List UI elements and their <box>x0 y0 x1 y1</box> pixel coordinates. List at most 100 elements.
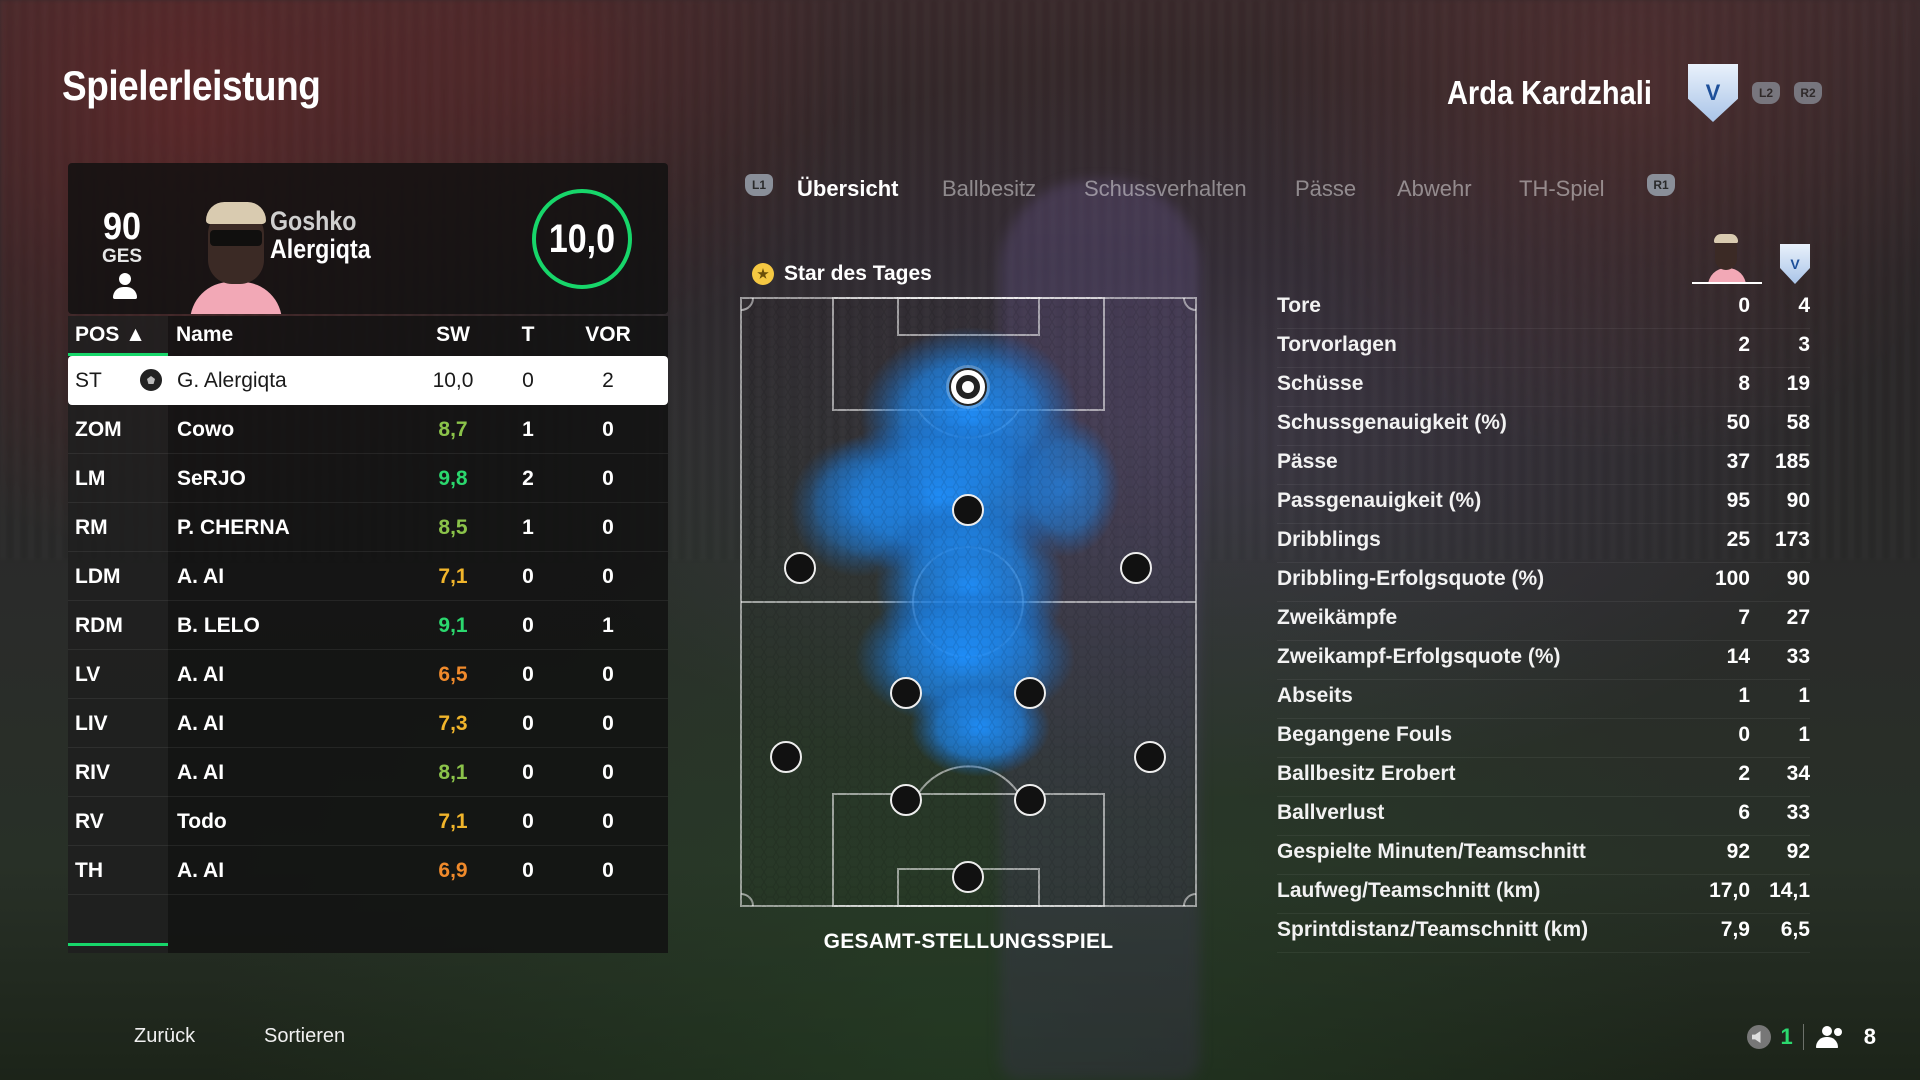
row-assists: 2 <box>602 369 614 392</box>
stat-player-value: 95 <box>1726 489 1750 512</box>
stat-player-value: 17,0 <box>1709 879 1750 902</box>
tab-paesse[interactable]: Pässe <box>1295 176 1357 201</box>
people-count: 8 <box>1863 1024 1876 1049</box>
stat-player-value: 50 <box>1726 411 1750 434</box>
speaker-icon <box>1746 1025 1771 1049</box>
table-row[interactable]: LDM A. AI 7,1 0 0 <box>68 552 668 601</box>
stat-row: Pässe 37 185 <box>1277 446 1810 485</box>
sort-indicator-underline <box>68 353 168 356</box>
stat-row: Tore 0 4 <box>1277 290 1810 329</box>
stat-team-value: 33 <box>1786 645 1810 668</box>
next-team-button[interactable]: R2 <box>1794 82 1822 104</box>
row-goals: 0 <box>522 859 534 882</box>
player-positions <box>770 365 1166 893</box>
stat-row: Passgenauigkeit (%) 95 90 <box>1277 485 1810 524</box>
header-t[interactable]: T <box>521 323 535 346</box>
row-rating: 7,1 <box>438 565 468 588</box>
tab-th-spiel[interactable]: TH-Spiel <box>1519 176 1605 201</box>
sort-button[interactable]: Sortieren <box>264 1025 346 1047</box>
table-row[interactable]: RIV A. AI 8,1 0 0 <box>68 748 668 797</box>
stat-team-value: 185 <box>1774 450 1810 473</box>
stat-label: Zweikampf-Erfolgsquote (%) <box>1277 645 1561 668</box>
row-assists: 0 <box>602 810 614 833</box>
tab-ballbesitz[interactable]: Ballbesitz <box>942 176 1037 201</box>
table-row[interactable]: LIV A. AI 7,3 0 0 <box>68 699 668 748</box>
stat-label: Ballbesitz Erobert <box>1277 762 1456 785</box>
stat-row: Zweikampf-Erfolgsquote (%) 14 33 <box>1277 641 1810 680</box>
table-row[interactable]: RM P. CHERNA 8,5 1 0 <box>68 503 668 552</box>
stat-row: Gespielte Minuten/Teamschnitt 92 92 <box>1277 836 1810 875</box>
header-vor[interactable]: VOR <box>585 323 631 346</box>
stat-label: Schussgenauigkeit (%) <box>1277 411 1507 434</box>
prev-team-button[interactable]: L2 <box>1752 82 1780 104</box>
match-rating-value: 10,0 <box>548 216 616 261</box>
row-position: RDM <box>75 614 123 637</box>
stat-player-value: 14 <box>1726 645 1750 668</box>
stat-team-value: 4 <box>1798 294 1810 317</box>
header-pos[interactable]: POS ▲ <box>75 323 146 346</box>
team-crest-icon: V <box>1688 64 1738 122</box>
tab-uebersicht[interactable]: Übersicht <box>797 176 899 201</box>
stat-player-value: 100 <box>1714 567 1750 590</box>
next-tab-button[interactable]: R1 <box>1647 174 1675 196</box>
table-row[interactable]: ZOM Cowo 8,7 1 0 <box>68 405 668 454</box>
star-of-the-match: Star des Tages <box>752 262 932 286</box>
row-goals: 0 <box>522 712 534 735</box>
table-row[interactable]: LM SeRJO 9,8 2 0 <box>68 454 668 503</box>
stat-team-value: 14,1 <box>1769 879 1810 902</box>
back-button[interactable]: Zurück <box>134 1025 196 1047</box>
row-goals: 0 <box>522 810 534 833</box>
table-row[interactable]: ST G. Alergiqta 10,0 0 2 <box>68 356 668 405</box>
table-row[interactable]: RV Todo 7,1 0 0 <box>68 797 668 846</box>
row-player-name: A. AI <box>177 761 225 784</box>
row-rating: 8,1 <box>438 761 468 784</box>
stat-team-value: 1 <box>1798 723 1810 746</box>
header-name[interactable]: Name <box>176 323 234 346</box>
stat-player-value: 37 <box>1726 450 1750 473</box>
stat-player-value: 8 <box>1738 372 1750 395</box>
tab-schussverhalten[interactable]: Schussverhalten <box>1084 176 1247 201</box>
stat-label: Pässe <box>1277 450 1338 473</box>
stat-player-value: 6 <box>1738 801 1750 824</box>
stat-label: Schüsse <box>1277 372 1364 395</box>
position-column-background <box>68 316 168 953</box>
row-rating: 9,8 <box>438 467 468 490</box>
row-position: LIV <box>75 712 108 735</box>
row-position: TH <box>75 859 103 882</box>
row-goals: 0 <box>522 565 534 588</box>
row-player-name: Cowo <box>177 418 235 441</box>
table-row[interactable]: TH A. AI 6,9 0 0 <box>68 846 668 895</box>
prev-tab-button[interactable]: L1 <box>745 174 773 196</box>
row-rating: 6,5 <box>438 663 468 686</box>
stat-row: Sprintdistanz/Teamschnitt (km) 7,9 6,5 <box>1277 914 1810 953</box>
table-row[interactable]: RDM B. LELO 9,1 0 1 <box>68 601 668 650</box>
header-sw[interactable]: SW <box>436 323 470 346</box>
row-goals: 0 <box>522 663 534 686</box>
row-position: LDM <box>75 565 121 588</box>
stat-player-value: 25 <box>1726 528 1750 551</box>
row-goals: 0 <box>522 369 534 392</box>
people-icon <box>1814 1026 1844 1048</box>
row-position: ZOM <box>75 418 122 441</box>
row-assists: 0 <box>602 516 614 539</box>
stat-label: Torvorlagen <box>1277 333 1397 356</box>
tab-abwehr[interactable]: Abwehr <box>1397 176 1472 201</box>
row-player-name: Todo <box>177 810 227 833</box>
stat-player-value: 7 <box>1738 606 1750 629</box>
row-rating: 9,1 <box>438 614 468 637</box>
row-player-name: G. Alergiqta <box>177 369 287 392</box>
row-assists: 0 <box>602 467 614 490</box>
stats-list: Tore 0 4 Torvorlagen 2 3 Schüsse 8 19 Schussgenau… <box>1277 290 1810 953</box>
stat-team-value: 27 <box>1786 606 1810 629</box>
stat-label: Dribbling-Erfolgsquote (%) <box>1277 567 1545 590</box>
stat-row: Laufweg/Teamschnitt (km) 17,0 14,1 <box>1277 875 1810 914</box>
page-title: Spielerleistung <box>62 62 321 109</box>
player-avatar <box>176 196 296 314</box>
stat-team-value: 90 <box>1786 567 1810 590</box>
stat-team-value: 58 <box>1786 411 1810 434</box>
row-player-name: A. AI <box>177 712 225 735</box>
table-rows: ST G. Alergiqta 10,0 0 2 ZOM Cowo 8,7 1 0 LM SeRJO 9… <box>68 356 668 895</box>
table-row[interactable]: LV A. AI 6,5 0 0 <box>68 650 668 699</box>
row-rating: 7,1 <box>438 810 468 833</box>
player-ratings-table: POS ▲ Name SW T VOR ST G. Alergiqta 10,0 0 2… <box>68 316 668 953</box>
